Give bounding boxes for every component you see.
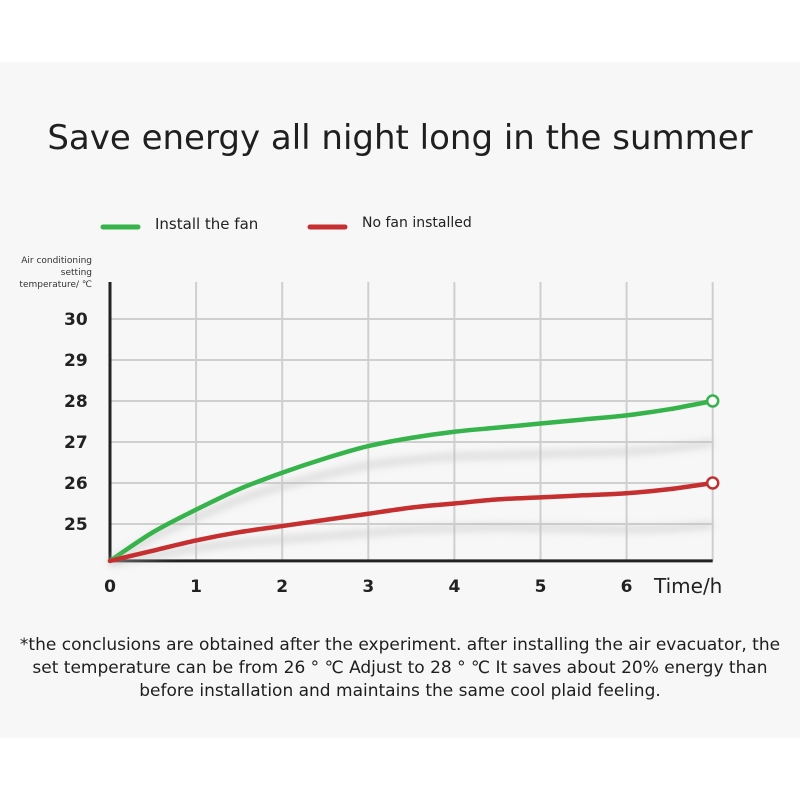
- x-tick-label: 5: [535, 577, 547, 597]
- series-line-with-fan: [107, 398, 715, 564]
- x-tick-label: 0: [104, 577, 116, 597]
- x-axis-label: Time/h: [653, 574, 722, 598]
- x-tick-label: 6: [621, 577, 633, 597]
- y-tick-label: 27: [64, 433, 88, 453]
- x-tick-label: 2: [276, 577, 288, 597]
- x-tick-label: 3: [362, 577, 374, 597]
- series-line-no-fan: [107, 480, 715, 564]
- footnote: *the conclusions are obtained after the …: [19, 635, 781, 701]
- series-shadow: [109, 522, 713, 566]
- y-tick-label: 30: [64, 310, 88, 330]
- y-tick-label: 25: [64, 515, 88, 535]
- y-tick-label: 26: [64, 474, 88, 494]
- y-tick-label: 28: [64, 392, 88, 412]
- y-tick-label: 29: [64, 351, 88, 371]
- legend-label-no-fan: No fan installed: [362, 215, 472, 231]
- series-endpoint-with-fan: [705, 394, 720, 408]
- x-tick-label: 1: [190, 577, 202, 597]
- x-tick-label: 4: [448, 577, 460, 597]
- series-shadow: [108, 440, 714, 566]
- series-endpoint-no-fan: [705, 476, 720, 490]
- legend-label-with-fan: Install the fan: [155, 215, 259, 233]
- y-axis-label: Air conditioning setting temperature/ ℃: [19, 256, 92, 290]
- page-title: Save energy all night long in the summer: [47, 118, 753, 158]
